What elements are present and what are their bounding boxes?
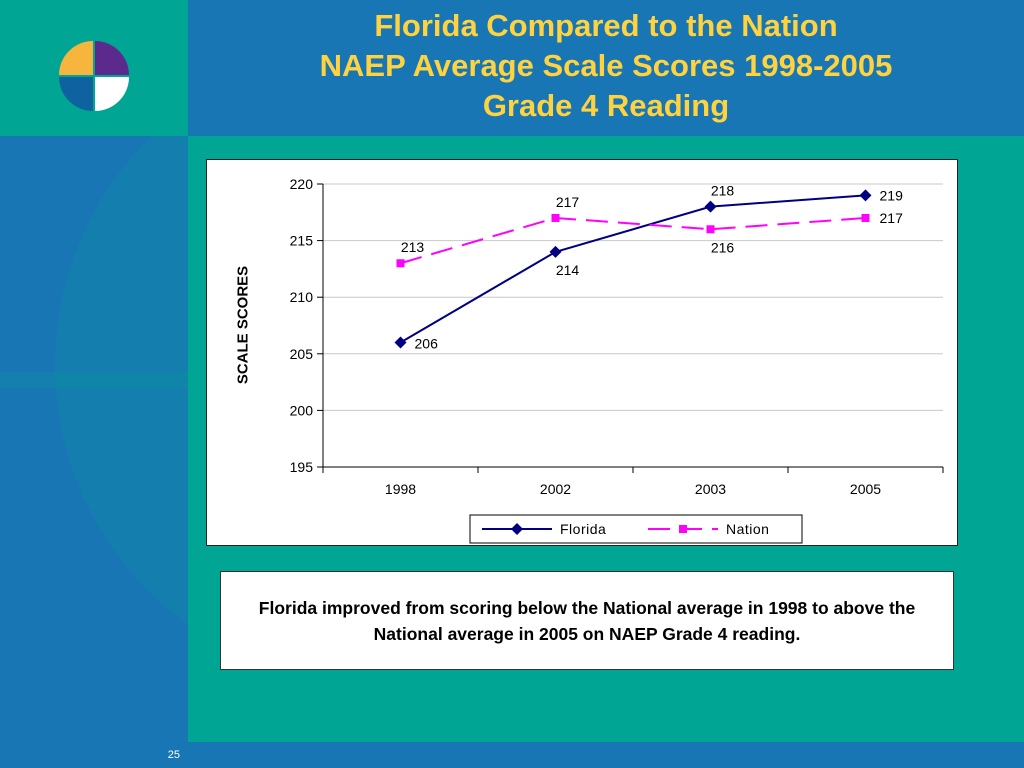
decorative-bar — [0, 372, 188, 388]
data-point-florida — [549, 245, 562, 258]
data-label-nation: 217 — [880, 210, 904, 226]
data-point-florida — [704, 200, 717, 213]
title-line-1: Florida Compared to the Nation — [374, 8, 838, 43]
y-tick-label: 205 — [290, 346, 314, 362]
y-tick-label: 210 — [290, 289, 314, 305]
data-label-nation: 217 — [556, 194, 580, 210]
data-point-florida — [859, 189, 872, 202]
data-point-nation — [396, 259, 405, 268]
data-label-florida: 218 — [711, 183, 735, 199]
legend-marker — [679, 525, 687, 533]
legend-label-nation: Nation — [726, 521, 769, 537]
y-tick-label: 220 — [290, 176, 314, 192]
logo-quadrant-bottom-left — [59, 77, 93, 111]
data-point-nation — [551, 213, 560, 222]
summary-note-text: Florida improved from scoring below the … — [258, 597, 916, 644]
summary-note: Florida improved from scoring below the … — [220, 571, 954, 670]
logo-box — [0, 0, 188, 136]
y-tick-label: 200 — [290, 402, 314, 418]
decorative-arc — [55, 45, 188, 685]
logo-quadrant-top-left — [59, 41, 93, 75]
legend-marker — [511, 523, 523, 535]
series-line-nation — [400, 216, 866, 265]
x-tick-label: 2003 — [695, 481, 726, 497]
data-label-florida: 206 — [415, 335, 439, 351]
data-label-nation: 213 — [401, 239, 425, 255]
x-tick-label: 2002 — [540, 481, 571, 497]
page-number: 25 — [167, 749, 180, 761]
chart-container: 195 200 205 210 215 220 1998 2002 2003 2005 206 214… — [206, 159, 958, 546]
data-label-nation: 216 — [711, 239, 735, 255]
logo-quadrant-top-right — [95, 41, 129, 75]
line-chart: 195 200 205 210 215 220 1998 2002 2003 2005 206 214… — [290, 176, 944, 544]
bottom-band — [188, 742, 1024, 768]
y-tick-label: 215 — [290, 233, 314, 249]
data-point-nation — [706, 225, 715, 234]
x-tick-label: 2005 — [850, 481, 881, 497]
x-tick-label: 1998 — [385, 481, 416, 497]
title-band — [188, 0, 1024, 136]
four-quadrant-circle-logo-icon — [59, 41, 129, 111]
y-axis-label: SCALE SCORES — [234, 265, 252, 385]
data-label-florida: 214 — [556, 262, 580, 278]
y-tick-label: 195 — [290, 459, 314, 475]
logo-quadrant-bottom-right — [95, 77, 129, 111]
data-point-nation — [861, 213, 870, 222]
legend-label-florida: Florida — [560, 521, 606, 537]
data-label-florida: 219 — [880, 187, 904, 203]
title-line-3: Grade 4 Reading — [482, 88, 730, 123]
slide-title: Florida Compared to the Nation NAEP Aver… — [188, 6, 1024, 126]
series-line-florida — [399, 194, 866, 344]
data-point-florida — [394, 336, 407, 349]
title-line-2: NAEP Average Scale Scores 1998-2005 — [319, 48, 893, 83]
